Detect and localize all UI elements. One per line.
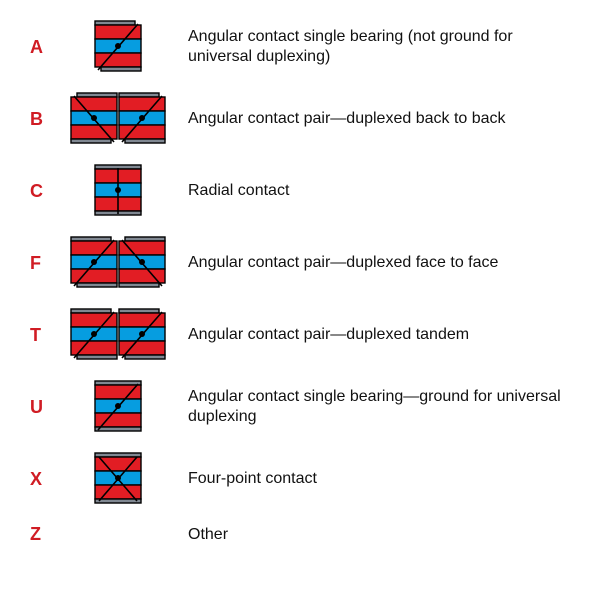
radial-icon	[94, 164, 142, 218]
legend-code: U	[30, 397, 58, 418]
angular-tandem-icon	[70, 308, 166, 362]
legend-code: Z	[30, 524, 58, 545]
angular-back-to-back-icon	[70, 92, 166, 146]
legend-code: B	[30, 109, 58, 130]
legend-code: X	[30, 469, 58, 490]
legend-description: Angular contact pair—duplexed tandem	[178, 325, 469, 345]
legend-icon	[58, 308, 178, 362]
legend-code: A	[30, 37, 58, 58]
legend-description: Radial contact	[178, 181, 289, 201]
legend-icon	[58, 164, 178, 218]
legend-code: F	[30, 253, 58, 274]
legend-row: B Angular contact pair—duplexed back to b…	[30, 92, 570, 146]
angular-single-icon	[94, 20, 142, 74]
legend-row: A Angular contact single bearing (not gro…	[30, 20, 570, 74]
legend-row: C Radial contact	[30, 164, 570, 218]
legend-code: C	[30, 181, 58, 202]
legend-row: T Angular contact pair—duplexed tandem	[30, 308, 570, 362]
legend-row: F Angular contact pair—duplexed face to f…	[30, 236, 570, 290]
legend-icon	[58, 20, 178, 74]
legend-row: Z Other	[30, 524, 570, 545]
legend-description: Angular contact pair—duplexed face to fa…	[178, 253, 498, 273]
legend-description: Other	[178, 525, 228, 545]
legend-row: X Four-point contact	[30, 452, 570, 506]
legend-description: Angular contact single bearing—ground fo…	[178, 387, 570, 427]
legend-icon	[58, 236, 178, 290]
four-point-icon	[94, 452, 142, 506]
legend-description: Four-point contact	[178, 469, 317, 489]
legend-code: T	[30, 325, 58, 346]
legend-icon	[58, 92, 178, 146]
angular-universal-icon	[94, 380, 142, 434]
legend-icon	[58, 452, 178, 506]
legend-icon	[58, 380, 178, 434]
angular-face-to-face-icon	[70, 236, 166, 290]
legend-description: Angular contact pair—duplexed back to ba…	[178, 109, 506, 129]
legend-description: Angular contact single bearing (not grou…	[178, 27, 570, 67]
legend-row: U Angular contact single bearing—ground f…	[30, 380, 570, 434]
